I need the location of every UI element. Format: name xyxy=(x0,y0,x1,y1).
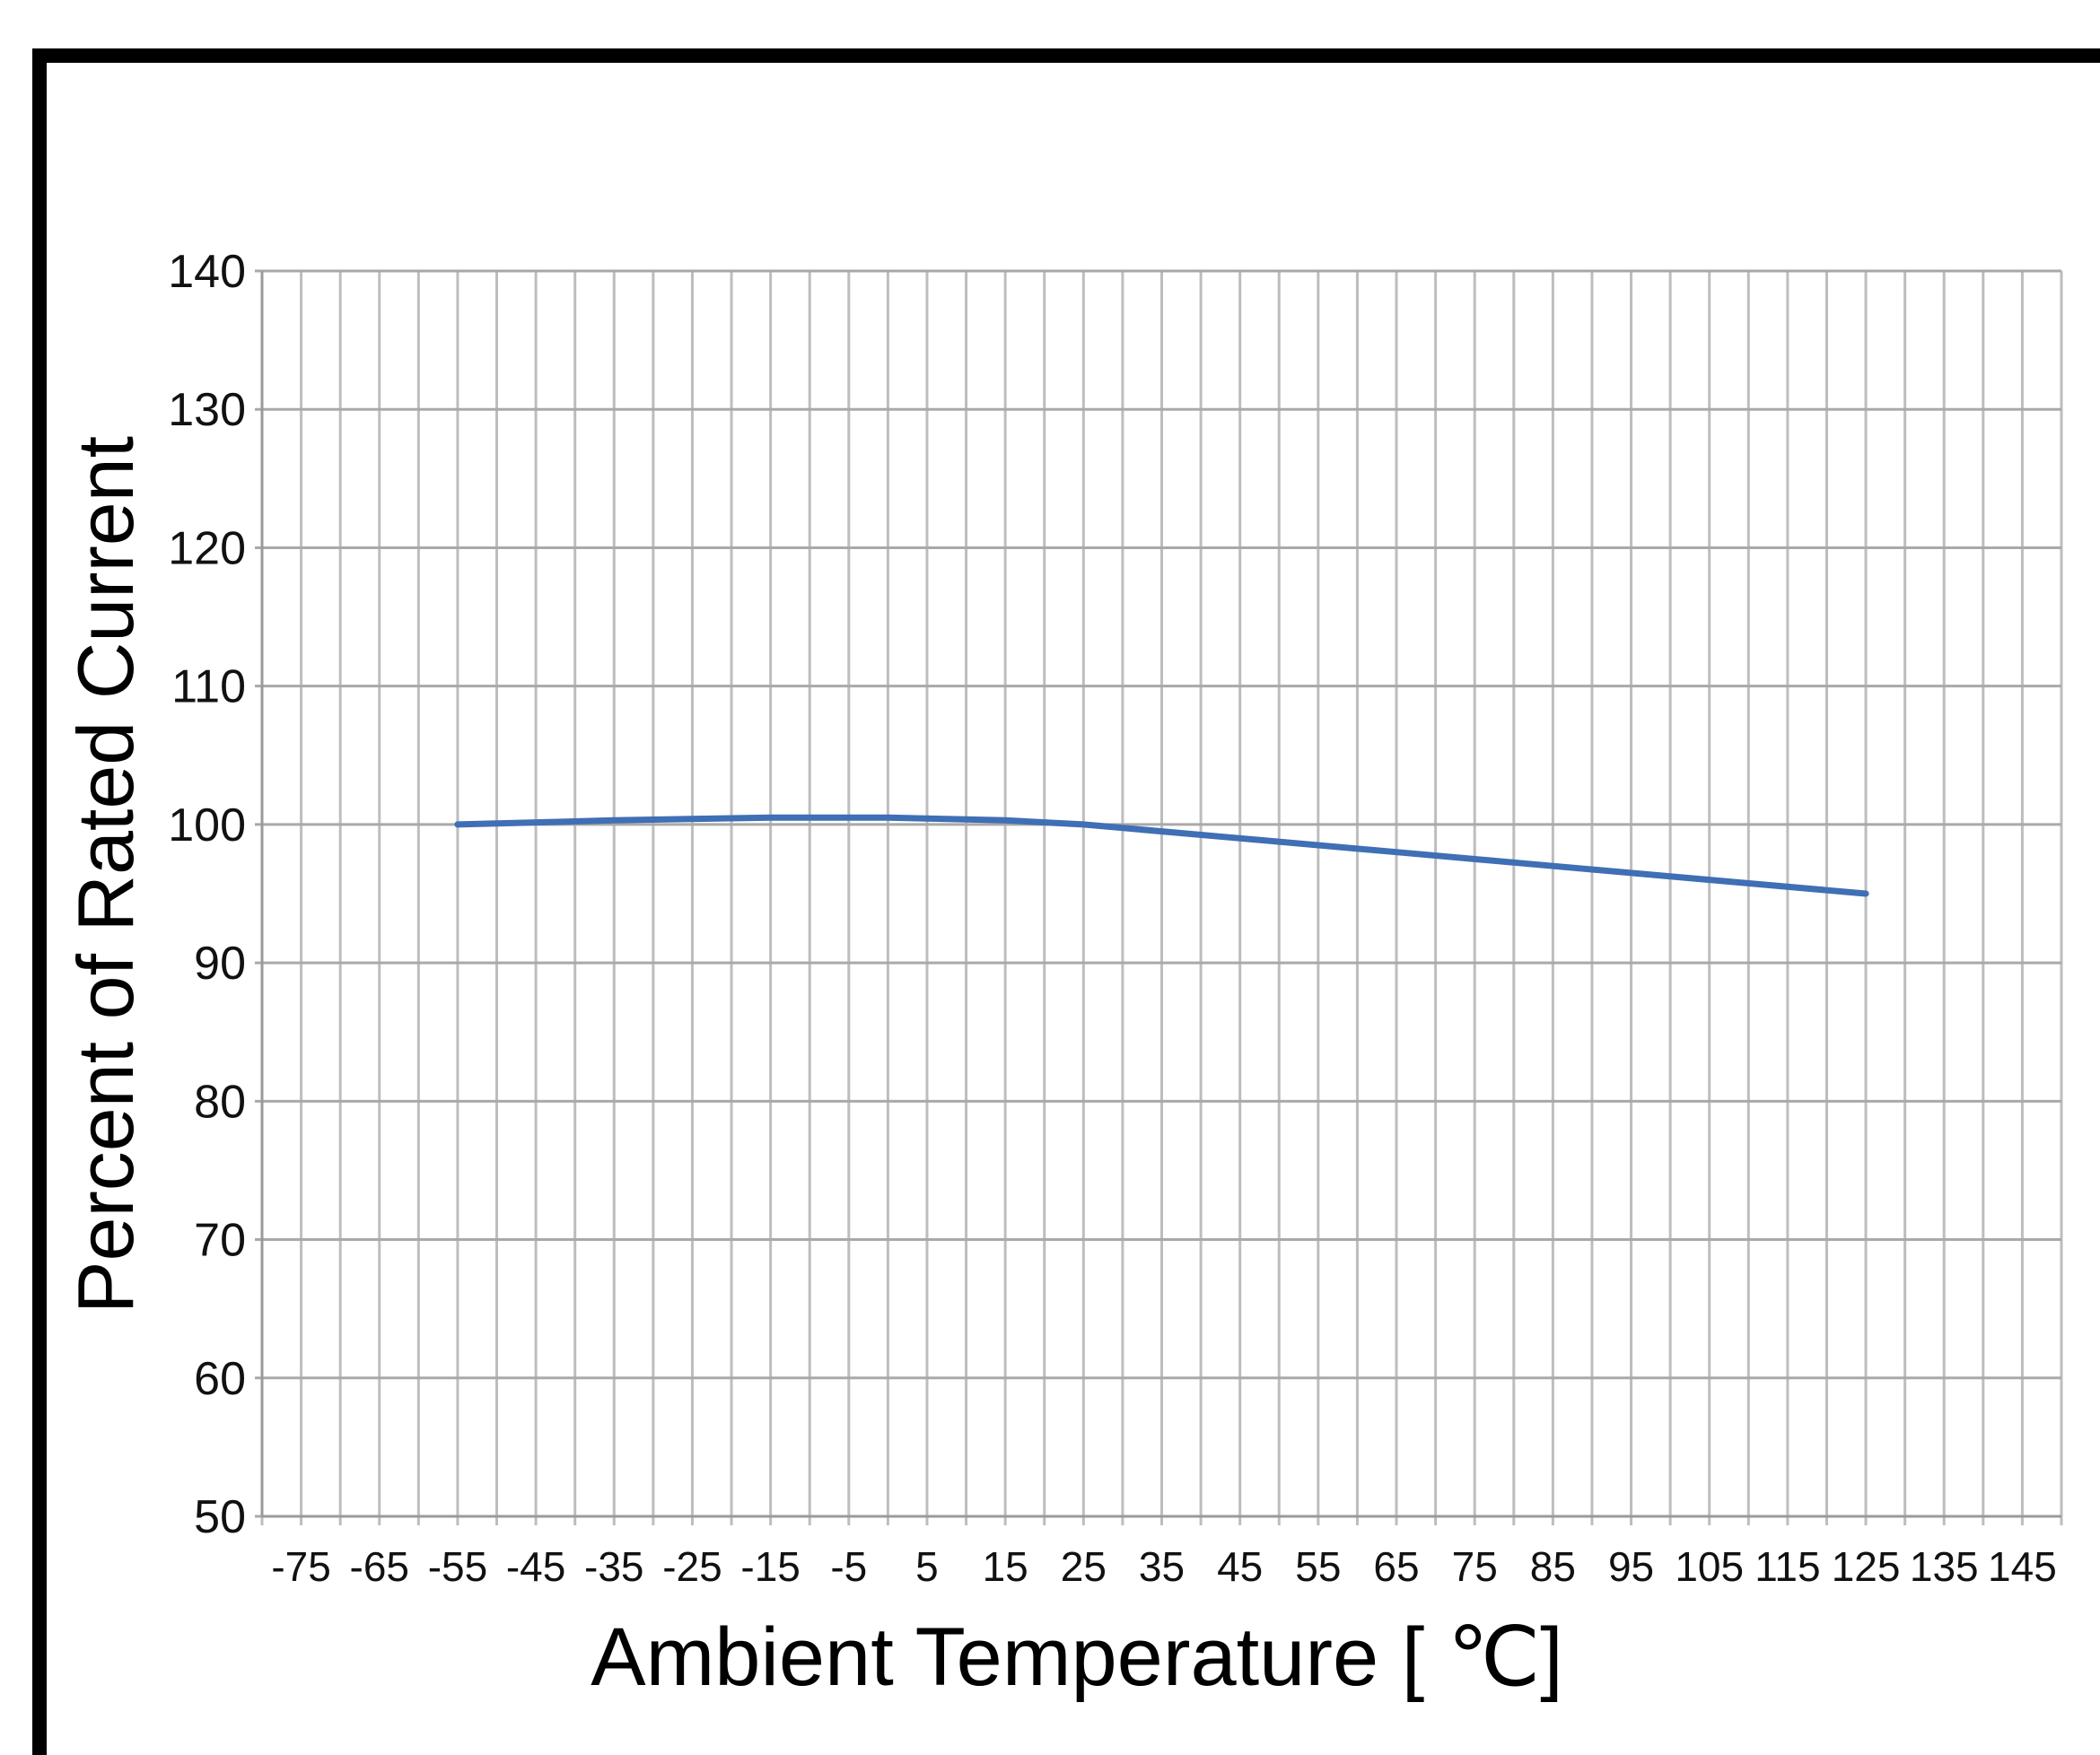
x-tick-label: 135 xyxy=(1910,1543,1979,1590)
y-tick-label: 70 xyxy=(194,1215,246,1267)
y-tick-label: 100 xyxy=(168,799,246,851)
x-tick-label: 5 xyxy=(915,1543,939,1590)
x-tick-label: 125 xyxy=(1832,1543,1901,1590)
x-tick-label: 145 xyxy=(1988,1543,2057,1590)
x-tick-label: 85 xyxy=(1530,1543,1576,1590)
x-tick-label: -35 xyxy=(584,1543,643,1590)
x-axis-title: Ambient Temperature [ ℃] xyxy=(591,1611,1562,1703)
x-tick-label: 35 xyxy=(1139,1543,1185,1590)
y-tick-label: 50 xyxy=(194,1491,246,1543)
chart: -75 -65 -55 -45 -35 -25 -15 -5 5 15 25 35 45 55 65 75 85… xyxy=(61,246,2063,1703)
x-tick-label: 95 xyxy=(1608,1543,1654,1590)
y-tick-label: 80 xyxy=(194,1076,246,1128)
x-tick-label: -55 xyxy=(428,1543,487,1590)
x-tick-label: -15 xyxy=(740,1543,800,1590)
y-tick-labels: 50 60 70 80 90 100 110 120 130 140 xyxy=(168,246,246,1543)
y-axis-title: Percent of Rated Current xyxy=(61,436,150,1314)
series-line xyxy=(454,814,1869,897)
x-tick-label: -65 xyxy=(350,1543,409,1590)
y-tick-label: 140 xyxy=(168,246,246,298)
x-tick-label: 115 xyxy=(1754,1543,1820,1590)
x-tick-label: 105 xyxy=(1675,1543,1744,1590)
x-tick-label: -45 xyxy=(506,1543,565,1590)
x-tick-label: 15 xyxy=(983,1543,1028,1590)
y-tick-label: 60 xyxy=(194,1353,246,1405)
y-tick-label: 120 xyxy=(168,522,246,574)
y-tick-label: 110 xyxy=(171,661,246,713)
x-tick-label: 75 xyxy=(1452,1543,1498,1590)
x-tick-labels: -75 -65 -55 -45 -35 -25 -15 -5 5 15 25 35 45 55 65 75 85… xyxy=(271,1543,2056,1590)
x-tick-label: 25 xyxy=(1061,1543,1107,1590)
x-tick-label: -5 xyxy=(830,1543,867,1590)
y-tick-label: 130 xyxy=(168,384,246,436)
x-tick-label: -75 xyxy=(271,1543,330,1590)
minor-gridlines xyxy=(260,271,2063,1525)
x-tick-label: 45 xyxy=(1217,1543,1263,1590)
major-gridlines xyxy=(255,269,2061,1518)
series-layer xyxy=(454,814,1869,897)
x-tick-label: 55 xyxy=(1295,1543,1341,1590)
x-tick-label: -25 xyxy=(662,1543,722,1590)
x-tick-label: 65 xyxy=(1373,1543,1419,1590)
y-tick-label: 90 xyxy=(194,938,246,990)
chart-frame xyxy=(32,48,2100,1755)
